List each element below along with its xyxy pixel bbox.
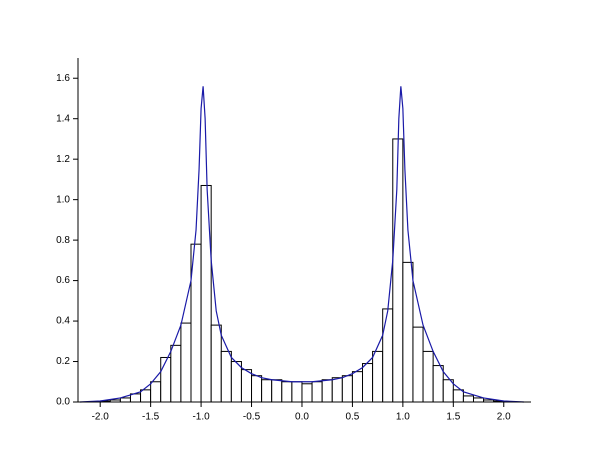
bar bbox=[119, 397, 131, 403]
bar bbox=[412, 326, 424, 403]
x-tick-label: -0.5 bbox=[243, 412, 261, 423]
bar bbox=[240, 369, 253, 403]
x-tick-label: 1.5 bbox=[446, 412, 460, 423]
bar bbox=[362, 363, 374, 403]
bar bbox=[402, 261, 414, 403]
y-tick-label: 1.6 bbox=[56, 73, 70, 84]
bar bbox=[301, 383, 313, 403]
bar bbox=[432, 365, 444, 403]
bar bbox=[170, 344, 182, 403]
y-tick-label: 1.4 bbox=[56, 113, 70, 124]
bar bbox=[271, 379, 283, 403]
bar bbox=[251, 375, 263, 403]
y-tick-label: 1.2 bbox=[56, 154, 70, 165]
bar bbox=[422, 350, 434, 403]
bar bbox=[291, 381, 303, 403]
bar bbox=[200, 184, 212, 403]
bar bbox=[281, 381, 293, 403]
x-tick-label: 0.0 bbox=[295, 412, 309, 423]
bar bbox=[311, 381, 323, 403]
bar bbox=[140, 389, 152, 403]
bar bbox=[351, 371, 364, 403]
bar bbox=[210, 324, 222, 403]
bar bbox=[452, 389, 464, 403]
bar bbox=[331, 377, 343, 403]
x-tick-label: 0.5 bbox=[345, 412, 359, 423]
x-tick-label: -1.5 bbox=[142, 412, 160, 423]
bar bbox=[230, 361, 242, 403]
bar bbox=[442, 379, 454, 403]
y-tick-label: 0.8 bbox=[56, 235, 70, 246]
x-tick-label: -1.0 bbox=[192, 412, 210, 423]
density-line bbox=[79, 86, 524, 403]
x-tick-label: 2.0 bbox=[497, 412, 511, 423]
y-tick-label: 0.0 bbox=[56, 397, 70, 408]
bar bbox=[392, 138, 404, 403]
bar bbox=[180, 322, 192, 403]
bar bbox=[261, 379, 273, 403]
bar bbox=[321, 379, 333, 403]
x-tick-label: 1.0 bbox=[396, 412, 410, 423]
y-tick-label: 0.4 bbox=[56, 316, 70, 327]
y-tick-label: 0.6 bbox=[56, 275, 70, 286]
y-tick-label: 0.2 bbox=[56, 356, 70, 367]
bar bbox=[341, 375, 353, 403]
bar bbox=[372, 350, 384, 403]
bar bbox=[220, 350, 232, 403]
bar bbox=[462, 395, 474, 403]
bar bbox=[382, 308, 394, 403]
bar bbox=[129, 393, 142, 403]
bar bbox=[472, 397, 485, 403]
y-tick-label: 1.0 bbox=[56, 194, 70, 205]
bar bbox=[150, 381, 162, 403]
bar bbox=[160, 356, 172, 403]
x-tick-label: -2.0 bbox=[92, 412, 110, 423]
